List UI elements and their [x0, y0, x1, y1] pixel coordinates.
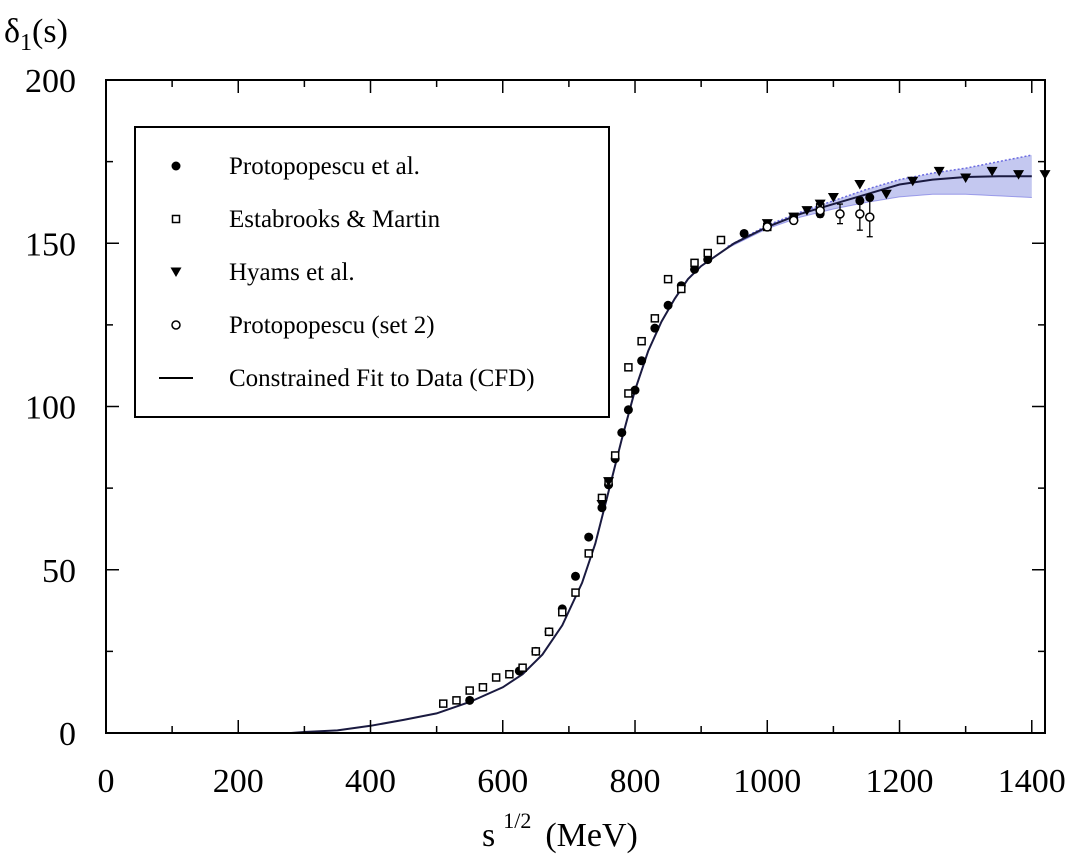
data-point-filled-circle	[703, 255, 713, 265]
legend-label: Estabrooks & Martin	[229, 206, 441, 233]
legend: Protopopescu et al. Estabrooks & Martin Hy…	[134, 126, 610, 418]
data-point-open-square	[677, 284, 686, 294]
data-point-open-square	[624, 389, 633, 398]
data-point-open-square	[716, 235, 726, 245]
data-point-filled-triangle-down	[827, 193, 839, 203]
data-point-open-square	[544, 627, 554, 637]
legend-label: Protopopescu (set 2)	[229, 312, 435, 339]
data-point-filled-circle	[637, 356, 647, 366]
data-point-filled-triangle-down	[907, 176, 919, 187]
data-point-open-square	[624, 363, 633, 372]
data-point-open-square	[663, 274, 673, 284]
data-point-open-square	[584, 549, 593, 558]
error-band	[727, 154, 1032, 249]
data-point-filled-circle	[571, 571, 580, 581]
data-point-filled-circle	[584, 532, 594, 542]
data-point-filled-circle	[690, 264, 700, 274]
x-tick-label: 0	[98, 763, 115, 800]
x-tick-label: 1400	[998, 763, 1066, 800]
legend-box	[134, 126, 610, 418]
data-point-filled-triangle-down	[880, 189, 892, 200]
legend-marker	[171, 320, 181, 330]
data-point-filled-triangle-down	[960, 173, 972, 183]
data-point-filled-triangle-down	[603, 477, 615, 487]
data-point-open-square	[690, 258, 699, 268]
legend-marker	[171, 214, 181, 224]
y-axis-title-sub: 1	[20, 30, 32, 56]
data-point-open-square	[505, 669, 514, 679]
data-point-open-circle	[762, 222, 773, 232]
error-band-lower-edge	[727, 193, 1032, 249]
data-point-filled-circle	[623, 405, 633, 415]
data-points-layer	[438, 166, 1051, 708]
x-axis-title-tail: (MeV)	[545, 817, 638, 854]
data-point-open-square	[438, 699, 448, 708]
data-point-open-square	[491, 673, 501, 682]
legend-label: Hyams et al.	[229, 259, 355, 286]
x-tick-label: 800	[610, 763, 661, 800]
x-tick-label: 600	[477, 763, 528, 800]
data-point-open-square	[531, 647, 541, 656]
error-band-upper-edge	[727, 154, 1032, 248]
y-axis-title-tail: (s)	[32, 13, 68, 50]
legend-marker	[170, 267, 182, 277]
data-point-open-circle	[788, 215, 799, 226]
x-axis-title-main: s	[482, 817, 495, 854]
y-tick-label: 0	[59, 716, 76, 753]
data-point-open-circle	[815, 205, 825, 216]
data-point-open-square	[637, 336, 646, 346]
data-point-open-square	[478, 683, 488, 692]
tick-labels: 0 200 400 600 800 1000 1200 1400 0 50 100 150 200	[25, 63, 1066, 800]
data-point-open-square	[558, 607, 567, 617]
error-band-fill	[727, 155, 1032, 249]
x-tick-label: 400	[345, 763, 396, 800]
data-point-filled-circle	[630, 385, 640, 395]
data-point-filled-triangle-down	[1013, 170, 1025, 180]
data-point-open-square	[452, 696, 461, 705]
y-tick-label: 150	[25, 226, 76, 263]
data-point-filled-triangle-down	[986, 166, 998, 177]
data-point-open-square	[465, 686, 474, 695]
data-point-filled-circle	[663, 300, 673, 310]
legend-marker	[171, 161, 181, 171]
x-axis-title: s 1/2 (MeV)	[482, 808, 638, 854]
y-tick-label: 200	[25, 63, 76, 100]
y-tick-label: 100	[25, 390, 76, 427]
legend-label: Constrained Fit to Data (CFD)	[229, 365, 535, 392]
data-point-open-circle	[835, 209, 845, 219]
y-axis-title: δ1(s)	[4, 13, 68, 56]
data-point-filled-circle	[465, 695, 475, 705]
data-point-open-square	[571, 588, 580, 597]
data-point-filled-triangle-down	[933, 166, 945, 177]
data-point-open-square	[610, 451, 620, 460]
x-tick-label: 200	[213, 763, 264, 800]
y-axis-title-main: δ	[4, 13, 20, 50]
data-point-filled-circle	[650, 323, 660, 333]
data-point-filled-circle	[617, 428, 627, 438]
x-tick-label: 1200	[866, 763, 934, 800]
data-point-open-square	[703, 248, 713, 258]
data-point-open-square	[518, 663, 527, 672]
data-point-filled-triangle-down	[854, 179, 866, 190]
data-point-open-circle	[855, 209, 865, 219]
data-point-filled-triangle-down	[801, 206, 813, 216]
tick-marks	[105, 79, 1045, 734]
data-point-filled-circle	[739, 228, 749, 238]
legend-label: Protopopescu et al.	[229, 153, 420, 180]
data-point-open-circle	[865, 212, 875, 222]
y-tick-label: 50	[42, 553, 76, 590]
data-point-open-square	[650, 314, 660, 323]
data-point-filled-triangle-down	[596, 499, 608, 510]
x-tick-label: 1000	[733, 763, 801, 800]
x-axis-title-sup: 1/2	[503, 808, 531, 833]
